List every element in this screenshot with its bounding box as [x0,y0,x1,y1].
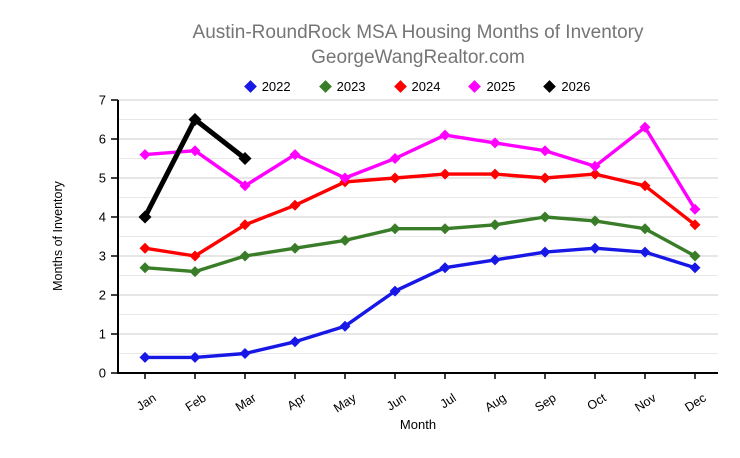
y-tick-label: 6 [99,132,106,147]
data-point-2025-Feb[interactable] [189,145,201,157]
data-point-2023-Jun[interactable] [389,223,401,235]
data-point-2023-May[interactable] [339,234,351,246]
legend-label: 2022 [261,79,291,94]
x-tick-label: Jan [134,391,159,414]
y-axis-title: Months of Inventory [51,180,65,291]
data-point-2022-Jan[interactable] [139,351,151,363]
data-point-2023-Mar[interactable] [239,250,251,262]
y-tick-label: 4 [99,210,106,225]
data-point-2024-Aug[interactable] [489,168,501,180]
data-point-2023-Sep[interactable] [539,211,551,223]
data-point-2024-Feb[interactable] [189,250,201,262]
legend-label: 2025 [486,79,516,94]
series-2026-line [142,117,247,219]
y-tick-label: 3 [99,249,106,264]
x-tick-label: Apr [285,391,309,413]
data-point-2022-Apr[interactable] [289,336,301,348]
data-point-2022-Mar[interactable] [239,348,251,359]
x-tick-label: Aug [482,391,508,415]
legend-item-2023[interactable]: 2023 [318,79,366,94]
data-point-2022-Jun[interactable] [389,285,401,297]
legend: 2022 2023 2024 2025 2026 [96,79,740,94]
series-2025 [139,121,701,215]
series-2024 [139,168,701,262]
chart-subtitle: GeorgeWangRealtor.com [311,47,525,68]
x-tick-label: May [331,390,359,415]
data-point-2022-Dec[interactable] [689,262,701,274]
x-tick-label: Jul [438,391,459,411]
data-point-2025-Sep[interactable] [539,145,551,157]
legend-label: 2023 [336,79,366,94]
series-2023-line [144,215,696,274]
series-2022 [139,242,701,363]
data-point-2022-May[interactable] [339,320,351,332]
legend-item-2022[interactable]: 2022 [243,79,291,94]
series-2024-line [144,172,697,258]
chart-title-block: Austin-RoundRock MSA Housing Months of I… [96,20,740,70]
x-tick-label: Jun [384,391,409,414]
y-tick-label: 0 [99,366,106,381]
data-point-2022-Aug[interactable] [489,254,501,266]
data-point-2025-Dec[interactable] [689,203,701,215]
legend-item-2025[interactable]: 2025 [468,79,516,94]
data-point-2024-Mar[interactable] [239,219,251,231]
data-point-2024-Oct[interactable] [589,168,601,180]
data-point-2023-Feb[interactable] [189,266,201,278]
data-point-2025-May[interactable] [339,172,351,184]
data-point-2023-Oct[interactable] [589,215,601,227]
data-point-2022-Feb[interactable] [189,351,201,363]
data-point-2024-Nov[interactable] [639,180,651,192]
data-point-2025-Nov[interactable] [639,121,651,133]
data-point-2024-Jan[interactable] [139,242,151,254]
y-tick-label: 1 [99,327,106,342]
data-point-2025-Aug[interactable] [489,137,501,149]
data-point-2025-Mar[interactable] [239,180,251,192]
series-2023 [139,211,701,278]
data-point-2024-Dec[interactable] [689,219,701,231]
legend-label: 2026 [561,79,591,94]
data-point-2024-Jul[interactable] [439,168,451,180]
data-point-2025-Jun[interactable] [389,153,401,164]
y-tick-label: 5 [99,171,106,186]
data-point-2023-Dec[interactable] [689,250,701,262]
legend-label: 2024 [411,79,441,94]
data-point-2023-Jul[interactable] [439,223,451,235]
data-point-2022-Sep[interactable] [539,246,551,258]
legend-item-2026[interactable]: 2026 [543,79,591,94]
data-point-2022-Oct[interactable] [589,242,601,254]
x-axis-title: Month [400,417,436,432]
x-tick-label: Feb [183,391,209,414]
data-point-2024-Apr[interactable] [289,199,301,211]
data-point-2026-Jan[interactable] [138,210,152,224]
data-point-2024-Jun[interactable] [389,172,401,184]
y-tick-label: 2 [99,288,106,303]
legend-item-2024[interactable]: 2024 [393,79,441,94]
x-tick-label: Sep [532,391,558,415]
x-tick-label: Nov [632,390,659,414]
series-2025-line [144,125,697,211]
data-point-2025-Jul[interactable] [439,129,451,141]
y-tick-label: 7 [99,93,106,108]
data-point-2023-Apr[interactable] [289,242,301,254]
data-point-2024-Sep[interactable] [539,172,551,184]
data-point-2025-Oct[interactable] [589,160,601,172]
data-point-2022-Nov[interactable] [639,246,651,258]
x-tick-label: Oct [585,390,609,413]
data-point-2025-Apr[interactable] [289,149,301,161]
data-point-2025-Jan[interactable] [139,149,151,161]
data-point-2023-Aug[interactable] [489,219,501,231]
x-tick-label: Dec [682,391,708,415]
data-point-2026-Feb[interactable] [188,113,202,126]
data-point-2023-Jan[interactable] [139,262,151,274]
x-tick-label: Mar [233,391,259,414]
data-point-2022-Jul[interactable] [439,262,451,274]
chart-title: Austin-RoundRock MSA Housing Months of I… [192,22,644,43]
data-point-2026-Mar[interactable] [238,152,252,165]
data-point-2023-Nov[interactable] [639,223,651,235]
series-2026 [138,113,252,224]
series-2022-line [145,246,696,360]
